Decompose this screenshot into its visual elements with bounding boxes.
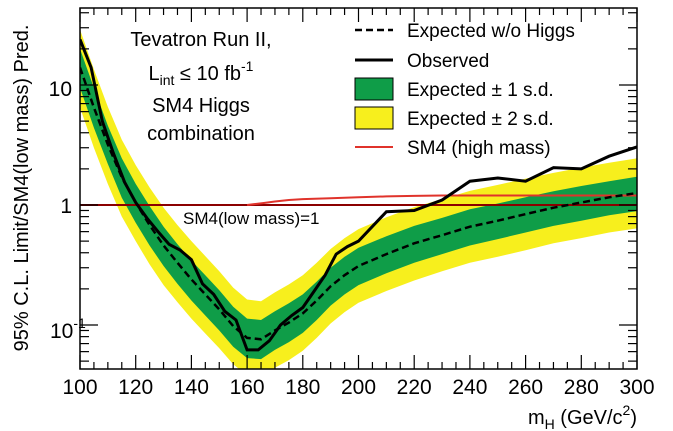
- legend-label-one-sigma: Expected ± 1 s.d.: [407, 80, 554, 101]
- x-tick-label: 180: [285, 376, 320, 399]
- expected-line: [80, 67, 637, 341]
- y-tick-label-10: 10: [49, 78, 72, 101]
- x-tick-label: 220: [397, 376, 432, 399]
- x-axis-title: mH (GeV/c2): [528, 402, 637, 431]
- x-tick-label: 120: [118, 376, 153, 399]
- x-tick-label: 140: [174, 376, 209, 399]
- y-tick-label-0p1: 10-1: [50, 315, 86, 343]
- y-axis-title: 95% C.L. Limit/SM4(low mass) Pred.: [11, 25, 33, 352]
- annotation-line-3: SM4 Higgs: [152, 95, 250, 117]
- reference-label: SM4(low mass)=1: [183, 209, 320, 228]
- annotation-block: Tevatron Run II, Lint ≤ 10 fb-1 SM4 Higg…: [130, 29, 271, 145]
- plot-area: [80, 29, 637, 369]
- legend-label-two-sigma: Expected ± 2 s.d.: [407, 109, 554, 130]
- two-sigma-band: [80, 29, 637, 369]
- legend: Expected w/o Higgs Observed Expected ± 1…: [354, 21, 575, 159]
- annotation-line-4: combination: [147, 123, 255, 145]
- legend-label-sm4-high: SM4 (high mass): [407, 138, 551, 159]
- x-tick-label: 100: [62, 376, 97, 399]
- legend-label-observed: Observed: [407, 51, 489, 72]
- annotation-line-2: Lint ≤ 10 fb-1: [149, 58, 254, 88]
- x-tick-label: 240: [452, 376, 487, 399]
- x-tick-label: 280: [564, 376, 599, 399]
- x-tick-label: 260: [508, 376, 543, 399]
- x-tick-label: 160: [230, 376, 265, 399]
- observed-line: [80, 38, 637, 352]
- legend-swatch-two-sigma: [354, 106, 394, 130]
- sm4-high-mass-line: [246, 194, 637, 206]
- annotation-line-1: Tevatron Run II,: [130, 29, 271, 51]
- y-ticks: [80, 12, 637, 362]
- y-tick-label-1: 1: [60, 195, 72, 218]
- x-tick-label: 200: [341, 376, 376, 399]
- x-ticks: 100 120 140 160 180 200 220 240 260 280 300: [62, 8, 655, 399]
- legend-swatch-one-sigma: [354, 77, 394, 101]
- x-tick-label: 300: [619, 376, 654, 399]
- legend-label-expected: Expected w/o Higgs: [407, 21, 575, 42]
